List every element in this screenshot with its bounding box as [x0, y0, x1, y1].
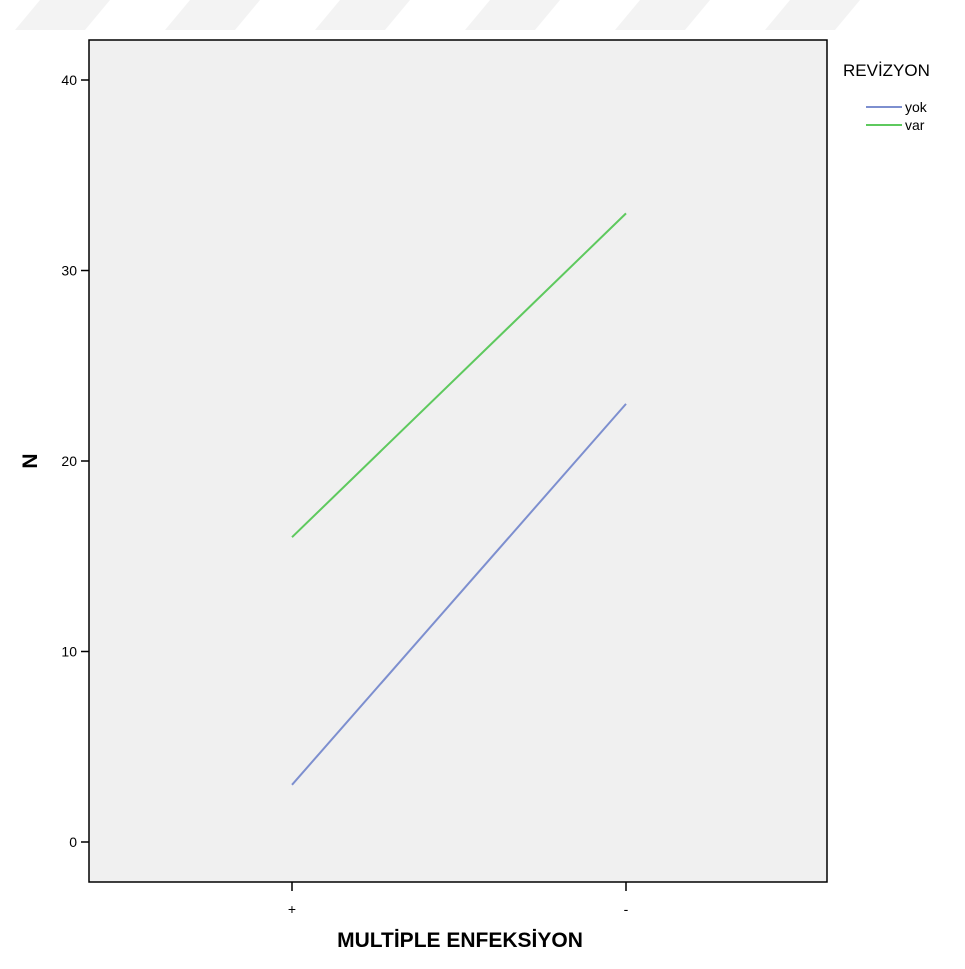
y-tick-label: 0	[69, 834, 77, 850]
x-tick-label: -	[624, 901, 629, 917]
legend-label-var: var	[905, 117, 925, 133]
legend-label-yok: yok	[905, 99, 928, 115]
legend-title: REVİZYON	[843, 61, 930, 80]
y-tick-label: 20	[61, 453, 77, 469]
watermark	[15, 0, 860, 30]
y-axis: 0 10 20 30 40	[61, 72, 89, 850]
plot-area	[89, 40, 827, 882]
y-tick-label: 10	[61, 643, 77, 659]
x-tick-label: +	[288, 901, 296, 917]
x-axis: + -	[288, 882, 629, 917]
y-tick-label: 30	[61, 263, 77, 279]
legend-items: yok var	[866, 99, 928, 133]
y-axis-title: N	[19, 453, 42, 468]
legend: REVİZYON yok var	[843, 61, 930, 133]
y-tick-label: 40	[61, 72, 77, 88]
x-axis-title: MULTİPLE ENFEKSİYON	[337, 929, 583, 952]
